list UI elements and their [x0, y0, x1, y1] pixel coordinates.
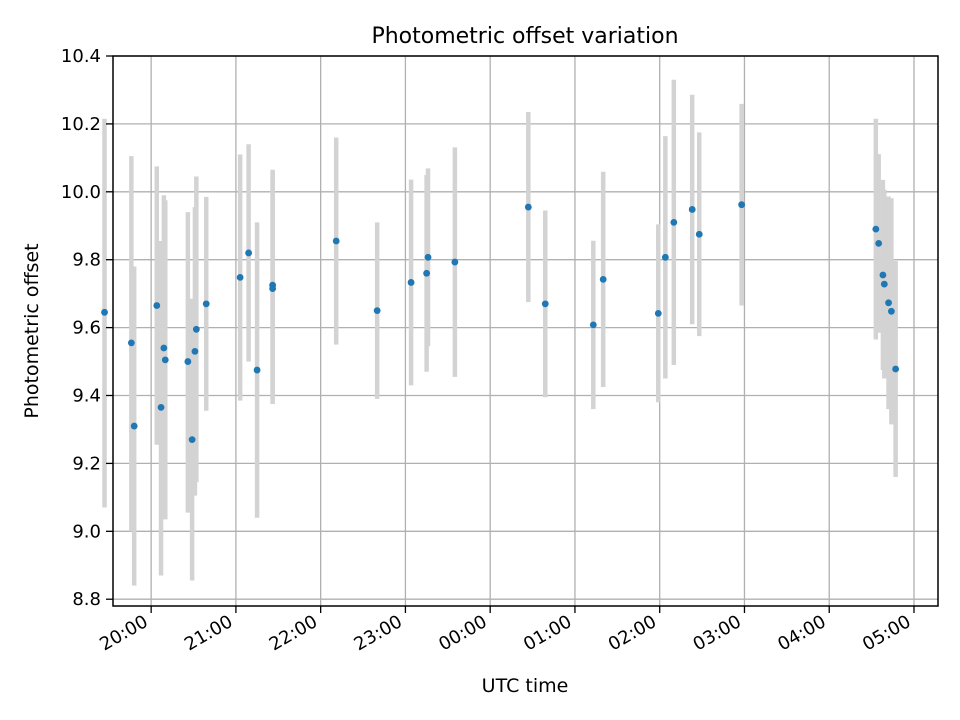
data-point — [127, 339, 135, 347]
grid — [113, 55, 938, 606]
data-point — [269, 285, 277, 292]
y-axis-ticks: 8.8 9.0 9.2 9.4 9.6 9.8 10.0 10.2 10.4 — [61, 46, 113, 610]
x-tick-label: 00:00 — [435, 611, 490, 655]
data-point — [424, 253, 432, 261]
x-tick-label: 05:00 — [859, 611, 914, 655]
data-point — [879, 271, 887, 279]
data-point — [688, 206, 696, 213]
y-tick-label: 10.2 — [61, 114, 101, 135]
data-point — [160, 344, 168, 352]
data-point — [373, 307, 381, 315]
x-tick-label: 22:00 — [266, 611, 321, 655]
data-point — [236, 273, 244, 281]
data-point — [541, 300, 549, 308]
y-tick-label: 9.8 — [72, 250, 101, 271]
data-point — [184, 358, 192, 365]
data-point — [407, 279, 415, 286]
data-point — [253, 366, 261, 374]
data-point — [885, 299, 892, 307]
data-point — [245, 249, 253, 257]
data-point — [887, 307, 895, 315]
x-tick-label: 23:00 — [350, 611, 405, 655]
data-point — [192, 325, 200, 333]
y-tick-label: 9.0 — [72, 521, 101, 542]
data-point — [188, 436, 196, 444]
y-tick-label: 10.0 — [61, 182, 101, 203]
data-point — [153, 302, 161, 309]
data-point — [872, 225, 880, 233]
y-tick-label: 9.6 — [72, 318, 101, 339]
data-point — [202, 300, 210, 308]
data-point — [130, 422, 138, 430]
data-point — [599, 275, 607, 283]
data-point — [670, 218, 678, 226]
data-point — [157, 403, 165, 411]
data-point — [661, 253, 669, 261]
y-tick-label: 9.4 — [72, 386, 101, 407]
x-axis-label: UTC time — [482, 675, 569, 697]
data-point — [589, 321, 597, 329]
data-point — [101, 308, 108, 316]
data-point — [191, 347, 199, 355]
plot-background — [113, 56, 938, 606]
data-points — [101, 201, 900, 444]
x-tick-label: 01:00 — [520, 611, 575, 655]
data-point — [524, 203, 532, 211]
data-point — [738, 201, 746, 209]
y-axis-label: Photometric offset — [21, 243, 43, 418]
x-axis-ticks: 20:00 21:00 22:00 23:00 00:00 01:00 02:00 03:00… — [96, 606, 915, 655]
data-point — [161, 356, 169, 364]
chart-title: Photometric offset variation — [371, 24, 678, 49]
x-tick-label: 20:00 — [96, 611, 151, 655]
data-point — [892, 365, 900, 373]
x-tick-label: 02:00 — [605, 611, 660, 655]
data-point — [654, 309, 662, 317]
plot-frame — [112, 55, 939, 607]
data-point — [423, 269, 431, 277]
data-point — [880, 280, 888, 288]
y-tick-label: 8.8 — [72, 589, 101, 610]
y-tick-label: 10.4 — [61, 46, 101, 67]
data-point — [451, 258, 459, 266]
y-tick-label: 9.2 — [72, 453, 101, 474]
x-tick-label: 04:00 — [774, 611, 829, 655]
data-point — [332, 237, 340, 245]
x-tick-label: 21:00 — [181, 611, 236, 655]
data-point — [875, 240, 883, 247]
data-point — [695, 230, 703, 238]
x-tick-label: 03:00 — [690, 611, 745, 655]
